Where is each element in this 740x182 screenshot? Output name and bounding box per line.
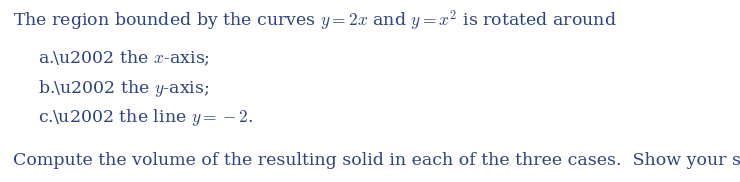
Text: Compute the volume of the resulting solid in each of the three cases.  Show your: Compute the volume of the resulting soli…: [13, 152, 740, 169]
Text: b.\u2002 the $y$-axis;: b.\u2002 the $y$-axis;: [38, 78, 210, 99]
Text: c.\u2002 the line $y = -2$.: c.\u2002 the line $y = -2$.: [38, 107, 254, 128]
Text: a.\u2002 the $x$-axis;: a.\u2002 the $x$-axis;: [38, 49, 211, 68]
Text: The region bounded by the curves $y = 2x$ and $y = x^2$ is rotated around: The region bounded by the curves $y = 2x…: [13, 9, 617, 33]
